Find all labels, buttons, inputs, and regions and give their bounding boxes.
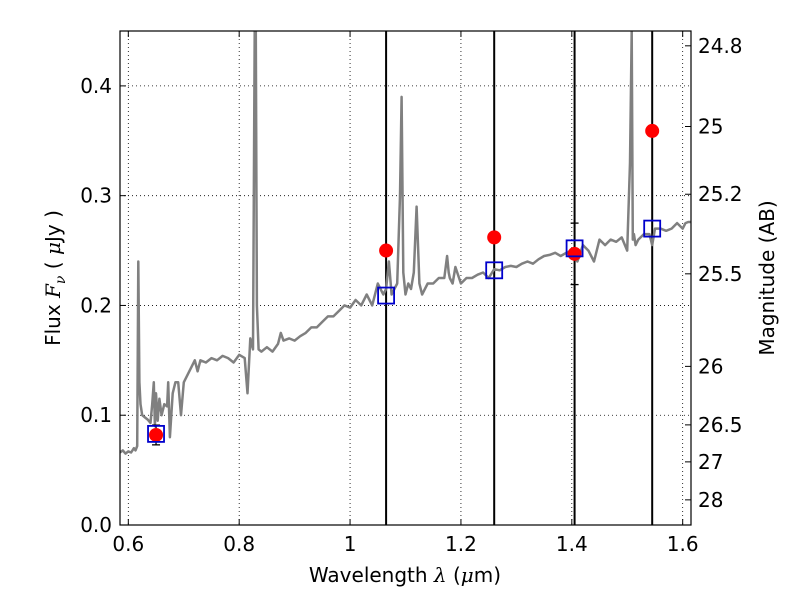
y2-tick-label: 24.8	[698, 34, 743, 58]
y-axis-label: Flux Fν ( μJy )	[41, 210, 69, 346]
x-label-unit-open: (	[447, 563, 461, 587]
plot-background	[120, 31, 691, 525]
x-tick-label: 1.2	[445, 532, 477, 556]
axis-ticks: 0.6 0.8 1 1.2 1.4 1.6 0.0 0.1 0.2 0.3 0.4 24.8 25 25.…	[80, 31, 743, 556]
x-tick-label: 1.6	[667, 532, 699, 556]
y2-axis-label: Magnitude (AB)	[755, 200, 779, 355]
y2-tick-label: 25	[698, 115, 723, 139]
y-tick-label: 0.1	[80, 403, 112, 427]
spectrum-series	[120, 31, 691, 455]
x-tick-label: 0.8	[223, 532, 255, 556]
observed-point	[379, 243, 394, 258]
model-point	[147, 424, 165, 443]
y-label-subscript: ν	[53, 275, 69, 284]
observed-point	[487, 230, 502, 245]
y-tick-label: 0.0	[80, 513, 112, 537]
model-point	[565, 239, 584, 258]
y-tick-label: 0.4	[80, 74, 112, 98]
y-tick-label: 0.2	[80, 293, 112, 317]
y-label-prefix: Flux	[41, 298, 65, 346]
y-label-unit-open: (	[41, 255, 65, 276]
y-label-unit-close: Jy )	[41, 210, 65, 244]
x-label-prefix: Wavelength	[309, 563, 434, 587]
x-axis-label: Wavelength λ (μm)	[309, 563, 501, 587]
y-label-mu: μ	[41, 242, 65, 255]
spectrum-line	[120, 31, 691, 455]
x-label-mu: μ	[461, 563, 474, 587]
y-tick-label: 0.3	[80, 184, 112, 208]
model-point	[643, 219, 662, 238]
y2-tick-label: 26	[698, 354, 723, 378]
model-point	[485, 261, 504, 280]
photometry-markers	[147, 123, 662, 446]
x-label-unit-close: m)	[474, 563, 501, 587]
plot-frame	[119, 30, 692, 526]
observed-point	[645, 123, 660, 138]
model-point	[377, 286, 395, 305]
y2-tick-label: 27	[698, 450, 723, 474]
x-label-symbol: λ	[433, 563, 447, 587]
y-label-symbol: F	[41, 283, 65, 299]
x-tick-label: 1.4	[556, 532, 588, 556]
x-tick-label: 0.6	[112, 532, 144, 556]
observed-point	[567, 246, 582, 261]
x-tick-label: 1	[344, 532, 357, 556]
y2-tick-label: 25.5	[698, 262, 743, 286]
y2-tick-label: 26.5	[698, 413, 743, 437]
observed-point	[149, 427, 164, 442]
y2-tick-label: 28	[698, 488, 723, 512]
y2-tick-label: 25.2	[698, 182, 743, 206]
